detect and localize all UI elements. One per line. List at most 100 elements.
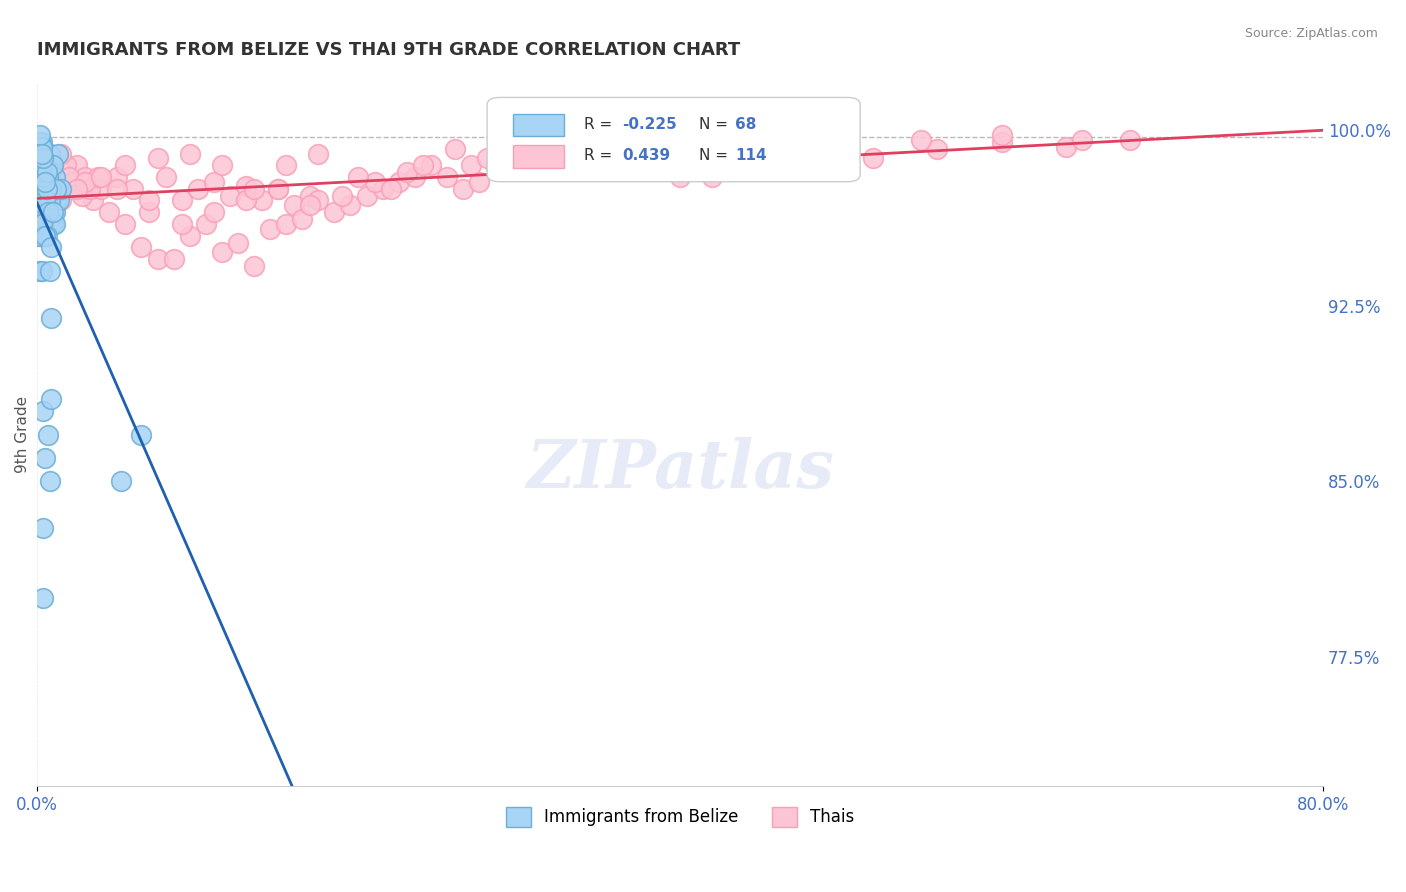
Thais bbox=[276, 217, 298, 231]
Immigrants from Belize bbox=[30, 169, 52, 184]
Thais bbox=[702, 169, 724, 184]
Thais bbox=[557, 146, 579, 161]
Thais bbox=[98, 205, 121, 219]
Immigrants from Belize bbox=[42, 217, 65, 231]
Thais bbox=[1054, 139, 1077, 153]
Y-axis label: 9th Grade: 9th Grade bbox=[15, 396, 30, 473]
Thais bbox=[30, 169, 52, 184]
Immigrants from Belize bbox=[41, 158, 63, 172]
Immigrants from Belize bbox=[30, 135, 52, 149]
Immigrants from Belize bbox=[32, 404, 55, 418]
Thais bbox=[235, 194, 257, 208]
Thais bbox=[475, 151, 498, 165]
Immigrants from Belize bbox=[45, 182, 67, 196]
Thais bbox=[49, 146, 72, 161]
Thais bbox=[436, 169, 458, 184]
Thais bbox=[31, 158, 53, 172]
Immigrants from Belize bbox=[35, 228, 58, 243]
Thais bbox=[202, 175, 225, 189]
Thais bbox=[66, 182, 89, 196]
Thais bbox=[32, 194, 55, 208]
Thais bbox=[187, 182, 209, 196]
Thais bbox=[332, 188, 354, 202]
Immigrants from Belize bbox=[37, 182, 59, 196]
Thais bbox=[41, 194, 63, 208]
Thais bbox=[419, 158, 441, 172]
Thais bbox=[138, 194, 160, 208]
Thais bbox=[637, 151, 659, 165]
Thais bbox=[765, 158, 787, 172]
Text: R =: R = bbox=[583, 117, 617, 132]
Thais bbox=[114, 158, 136, 172]
Immigrants from Belize bbox=[32, 591, 55, 606]
Immigrants from Belize bbox=[42, 205, 65, 219]
Thais bbox=[557, 146, 579, 161]
Thais bbox=[42, 158, 65, 172]
Thais bbox=[267, 182, 290, 196]
Thais bbox=[927, 142, 949, 156]
Thais bbox=[170, 217, 193, 231]
Thais bbox=[250, 194, 273, 208]
Thais bbox=[356, 188, 378, 202]
Immigrants from Belize bbox=[30, 158, 52, 172]
Thais bbox=[501, 151, 523, 165]
Immigrants from Belize bbox=[41, 182, 63, 196]
Immigrants from Belize bbox=[34, 182, 56, 196]
Immigrants from Belize bbox=[110, 475, 132, 489]
Immigrants from Belize bbox=[34, 194, 56, 208]
Immigrants from Belize bbox=[49, 182, 72, 196]
Text: Source: ZipAtlas.com: Source: ZipAtlas.com bbox=[1244, 27, 1378, 40]
Thais bbox=[79, 182, 101, 196]
Thais bbox=[588, 142, 610, 156]
Thais bbox=[202, 205, 225, 219]
Immigrants from Belize bbox=[32, 169, 55, 184]
Thais bbox=[70, 188, 93, 202]
Immigrants from Belize bbox=[42, 182, 65, 196]
Thais bbox=[146, 151, 169, 165]
Immigrants from Belize bbox=[34, 158, 56, 172]
Thais bbox=[380, 182, 402, 196]
Thais bbox=[34, 146, 56, 161]
Thais bbox=[412, 158, 434, 172]
Immigrants from Belize bbox=[31, 146, 53, 161]
Thais bbox=[235, 179, 257, 194]
Immigrants from Belize bbox=[35, 194, 58, 208]
FancyBboxPatch shape bbox=[486, 97, 860, 182]
Thais bbox=[339, 198, 361, 212]
Immigrants from Belize bbox=[42, 194, 65, 208]
Immigrants from Belize bbox=[35, 182, 58, 196]
Thais bbox=[243, 182, 266, 196]
Thais bbox=[468, 175, 491, 189]
Text: ZIPatlas: ZIPatlas bbox=[526, 437, 834, 502]
Thais bbox=[226, 235, 249, 250]
Immigrants from Belize bbox=[45, 182, 67, 196]
Thais bbox=[605, 158, 627, 172]
Bar bbox=[513, 113, 564, 136]
Immigrants from Belize bbox=[32, 521, 55, 535]
Thais bbox=[211, 244, 233, 259]
Thais bbox=[194, 217, 217, 231]
Thais bbox=[259, 221, 281, 235]
Immigrants from Belize bbox=[37, 205, 59, 219]
Thais bbox=[75, 175, 97, 189]
Thais bbox=[444, 142, 467, 156]
Thais bbox=[66, 158, 89, 172]
Immigrants from Belize bbox=[31, 135, 53, 149]
Immigrants from Belize bbox=[31, 217, 53, 231]
Thais bbox=[451, 182, 474, 196]
Text: 68: 68 bbox=[735, 117, 756, 132]
Thais bbox=[55, 158, 77, 172]
Immigrants from Belize bbox=[35, 169, 58, 184]
Thais bbox=[58, 169, 80, 184]
Thais bbox=[1071, 132, 1094, 146]
Thais bbox=[105, 182, 128, 196]
Thais bbox=[49, 194, 72, 208]
Thais bbox=[540, 146, 562, 161]
Thais bbox=[388, 175, 411, 189]
Thais bbox=[395, 165, 418, 179]
Text: R =: R = bbox=[583, 148, 617, 163]
Immigrants from Belize bbox=[31, 263, 53, 277]
Thais bbox=[830, 139, 852, 153]
Immigrants from Belize bbox=[38, 194, 60, 208]
Immigrants from Belize bbox=[131, 427, 153, 442]
